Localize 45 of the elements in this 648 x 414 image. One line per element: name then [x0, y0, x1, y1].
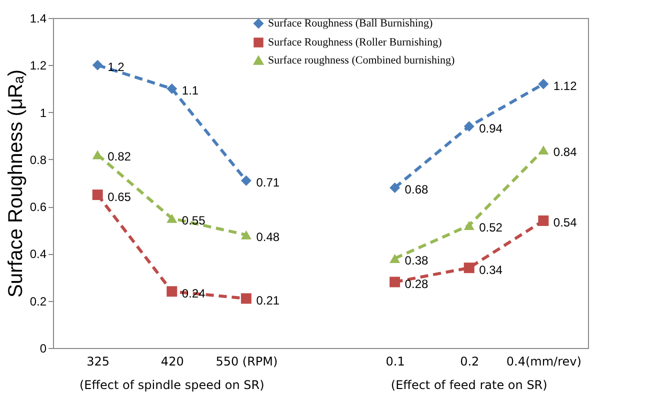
y-axis-title: Surface Roughness (μRₐ): [4, 70, 27, 298]
data-label: 1.1: [182, 84, 199, 98]
data-label: 0.21: [256, 294, 280, 308]
data-label: 0.65: [108, 190, 132, 204]
data-label: 0.48: [256, 230, 280, 244]
data-label: 0.84: [553, 145, 578, 159]
data-label: 0.34: [479, 262, 503, 277]
data-label: 0.54: [553, 216, 578, 230]
data-label: 0.68: [404, 182, 428, 197]
point: [166, 83, 178, 94]
y-tick-label: 1: [40, 106, 47, 120]
point: [92, 60, 103, 70]
legend-label: Surface Roughness (Roller Burnishing): [268, 36, 442, 48]
point: [464, 121, 474, 132]
y-tick-label: 0.8: [30, 152, 47, 167]
y-tick-label: 0.6: [30, 200, 47, 214]
data-label: 0.71: [256, 176, 280, 190]
data-label: 0.55: [182, 213, 206, 228]
x-tick-label: 0.4(mm/rev): [506, 354, 582, 368]
point: [390, 182, 400, 193]
data-label: 1.2: [108, 60, 125, 74]
legend-label: Surface Roughness (Ball Burnishing): [268, 18, 434, 30]
y-tick-label: 1.2: [30, 58, 47, 73]
data-label: 0.38: [404, 253, 428, 268]
data-label: 1.12: [553, 79, 578, 93]
y-tick-label: 0: [40, 342, 47, 356]
data-label: 0.28: [404, 277, 428, 291]
x-tick-label: 0.1: [386, 354, 405, 368]
text: (Effect of feed rate on SR): [390, 378, 548, 392]
point: [166, 286, 178, 297]
point: [538, 78, 549, 90]
x-tick-label: 0.2: [460, 354, 480, 368]
y-tick-label: 0.4: [30, 247, 47, 262]
point: [240, 293, 252, 304]
data-label: 0.82: [108, 150, 132, 164]
legend-label: Surface roughness (Combined burnishing): [268, 54, 455, 66]
x-tick-label: 550 (RPM): [216, 354, 278, 368]
text: (Effect of spindle speed on SR): [79, 378, 264, 392]
point: [538, 145, 549, 155]
y-tick-label: 1.4: [30, 12, 47, 26]
x-tick-label: 325: [86, 354, 110, 368]
data-label: 0.94: [479, 121, 503, 136]
x-tick-label: 420: [160, 354, 184, 368]
data-label: 0.52: [479, 220, 503, 234]
y-tick-label: 0.2: [30, 294, 47, 308]
